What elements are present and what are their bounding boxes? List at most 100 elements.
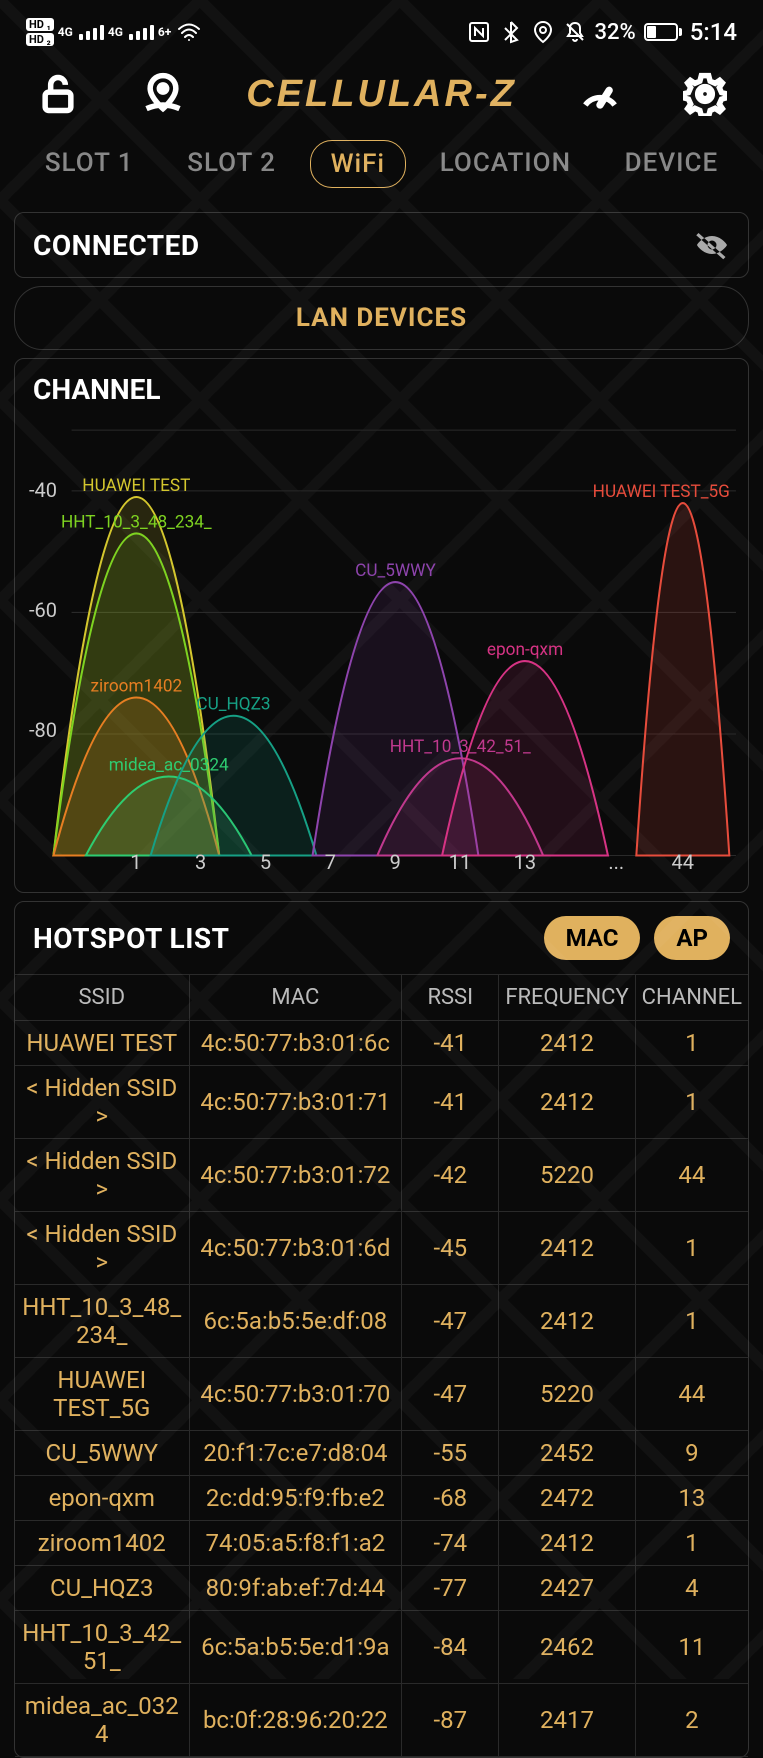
toggle-ap[interactable]: AP <box>654 916 730 960</box>
app-header: Cellular-Z <box>0 52 763 132</box>
tab-location[interactable]: LOCATION <box>420 140 591 188</box>
cell-ssid: HHT_10_3_48_234_ <box>15 1285 189 1358</box>
app-title: Cellular-Z <box>246 73 517 116</box>
hotspot-row[interactable]: CU_HQZ380:9f:ab:ef:7d:44-7724274 <box>15 1566 748 1611</box>
cell-mac: 74:05:a5:f8:f1:a2 <box>189 1521 402 1566</box>
cell-ch: 4 <box>635 1566 748 1611</box>
cell-rssi: -47 <box>402 1358 499 1431</box>
cell-freq: 2427 <box>499 1566 635 1611</box>
cell-rssi: -41 <box>402 1021 499 1066</box>
col-ssid[interactable]: SSID <box>15 975 189 1021</box>
status-bar: HD ₁ HD ₂ 4G 4G 6+ 32% 5:14 <box>0 0 763 52</box>
cell-mac: 4c:50:77:b3:01:71 <box>189 1066 402 1139</box>
network-label-2: 4G <box>108 25 123 39</box>
tab-device[interactable]: DEVICE <box>605 140 738 188</box>
cell-mac: 6c:5a:b5:5e:d1:9a <box>189 1611 402 1684</box>
hotspot-row[interactable]: < Hidden SSID >4c:50:77:b3:01:6d-4524121 <box>15 1212 748 1285</box>
cell-ch: 1 <box>635 1285 748 1358</box>
cell-ssid: < Hidden SSID > <box>15 1139 189 1212</box>
hotspot-row[interactable]: epon-qxm2c:dd:95:f9:fb:e2-68247213 <box>15 1476 748 1521</box>
col-frequency[interactable]: FREQUENCY <box>499 975 635 1021</box>
cell-mac: bc:0f:28:96:20:22 <box>189 1684 402 1757</box>
cell-ssid: HUAWEI TEST <box>15 1021 189 1066</box>
hotspot-row[interactable]: HUAWEI TEST4c:50:77:b3:01:6c-4124121 <box>15 1021 748 1066</box>
lan-devices-button[interactable]: LAN DEVICES <box>14 286 749 350</box>
cell-mac: 4c:50:77:b3:01:6c <box>189 1021 402 1066</box>
svg-text:CU_HQZ3: CU_HQZ3 <box>196 695 270 715</box>
tab-slot-2[interactable]: SLOT 2 <box>167 140 296 188</box>
hotspot-row[interactable]: HUAWEI TEST_5G4c:50:77:b3:01:70-47522044 <box>15 1358 748 1431</box>
map-pin-icon[interactable] <box>141 72 185 116</box>
speed-icon[interactable] <box>578 72 622 116</box>
nfc-icon <box>467 20 491 44</box>
cell-rssi: -77 <box>402 1566 499 1611</box>
visibility-off-icon[interactable] <box>694 227 730 263</box>
hotspot-row[interactable]: < Hidden SSID >4c:50:77:b3:01:71-4124121 <box>15 1066 748 1139</box>
status-right: 32% 5:14 <box>467 18 737 46</box>
hd-badge-1: HD ₁ <box>26 18 54 31</box>
hotspot-row[interactable]: HHT_10_3_42_51_6c:5a:b5:5e:d1:9a-8424621… <box>15 1611 748 1684</box>
svg-text:HHT_10_3_42_51_: HHT_10_3_42_51_ <box>390 737 531 757</box>
cell-freq: 2412 <box>499 1066 635 1139</box>
hotspot-row[interactable]: HHT_10_3_48_234_6c:5a:b5:5e:df:08-472412… <box>15 1285 748 1358</box>
cell-ch: 1 <box>635 1212 748 1285</box>
cell-freq: 2412 <box>499 1212 635 1285</box>
cell-ssid: < Hidden SSID > <box>15 1212 189 1285</box>
battery-percent: 32% <box>595 20 636 45</box>
hotspot-table: SSIDMACRSSIFREQUENCYCHANNEL HUAWEI TEST4… <box>15 974 748 1757</box>
cell-ch: 44 <box>635 1358 748 1431</box>
cell-mac: 4c:50:77:b3:01:6d <box>189 1212 402 1285</box>
cell-freq: 2417 <box>499 1684 635 1757</box>
channel-section: CHANNEL HUAWEI TESTHHT_10_3_48_234_ziroo… <box>14 358 749 893</box>
svg-text:HHT_10_3_48_234_: HHT_10_3_48_234_ <box>61 512 212 532</box>
cell-ch: 2 <box>635 1684 748 1757</box>
clock: 5:14 <box>690 18 737 46</box>
tabs: SLOT 1 SLOT 2 WiFi LOCATION DEVICE <box>0 132 763 204</box>
battery-icon <box>644 23 682 41</box>
cell-rssi: -55 <box>402 1431 499 1476</box>
hotspot-toggles: MAC AP <box>544 916 730 960</box>
svg-text:epon-qxm: epon-qxm <box>487 640 563 660</box>
col-channel[interactable]: CHANNEL <box>635 975 748 1021</box>
col-mac[interactable]: MAC <box>189 975 402 1021</box>
col-rssi[interactable]: RSSI <box>402 975 499 1021</box>
location-icon <box>531 20 555 44</box>
cell-freq: 2452 <box>499 1431 635 1476</box>
cell-ssid: CU_5WWY <box>15 1431 189 1476</box>
cell-ssid: ziroom1402 <box>15 1521 189 1566</box>
hotspot-row[interactable]: < Hidden SSID >4c:50:77:b3:01:72-4252204… <box>15 1139 748 1212</box>
network-label-1: 4G <box>58 25 73 39</box>
cell-ssid: HUAWEI TEST_5G <box>15 1358 189 1431</box>
channel-chart: HUAWEI TESTHHT_10_3_48_234_ziroom1402mid… <box>27 420 736 880</box>
lock-icon[interactable] <box>36 72 80 116</box>
svg-text:HUAWEI TEST: HUAWEI TEST <box>82 476 190 496</box>
cell-rssi: -87 <box>402 1684 499 1757</box>
hotspot-row[interactable]: ziroom140274:05:a5:f8:f1:a2-7424121 <box>15 1521 748 1566</box>
cell-rssi: -45 <box>402 1212 499 1285</box>
wifi-icon <box>177 20 201 44</box>
cell-ch: 9 <box>635 1431 748 1476</box>
hd-badge-2: HD ₂ <box>26 33 54 46</box>
cell-rssi: -68 <box>402 1476 499 1521</box>
cell-mac: 2c:dd:95:f9:fb:e2 <box>189 1476 402 1521</box>
cell-rssi: -47 <box>402 1285 499 1358</box>
mute-icon <box>563 20 587 44</box>
toggle-mac[interactable]: MAC <box>544 916 641 960</box>
cell-freq: 2472 <box>499 1476 635 1521</box>
tab-wifi[interactable]: WiFi <box>310 140 406 188</box>
cell-ssid: epon-qxm <box>15 1476 189 1521</box>
tab-slot-1[interactable]: SLOT 1 <box>25 140 154 188</box>
signal-bars-2 <box>129 25 154 40</box>
connected-section: CONNECTED <box>14 212 749 278</box>
cell-rssi: -41 <box>402 1066 499 1139</box>
svg-text:ziroom1402: ziroom1402 <box>90 676 182 696</box>
hotspot-title: HOTSPOT LIST <box>33 922 230 955</box>
cell-rssi: -42 <box>402 1139 499 1212</box>
hotspot-row[interactable]: CU_5WWY20:f1:7c:e7:d8:04-5524529 <box>15 1431 748 1476</box>
cell-mac: 4c:50:77:b3:01:70 <box>189 1358 402 1431</box>
hotspot-row[interactable]: midea_ac_0324bc:0f:28:96:20:22-8724172 <box>15 1684 748 1757</box>
network-label-3: 6+ <box>158 25 171 39</box>
gear-icon[interactable] <box>683 72 727 116</box>
status-left: HD ₁ HD ₂ 4G 4G 6+ <box>26 18 201 46</box>
bluetooth-icon <box>499 20 523 44</box>
